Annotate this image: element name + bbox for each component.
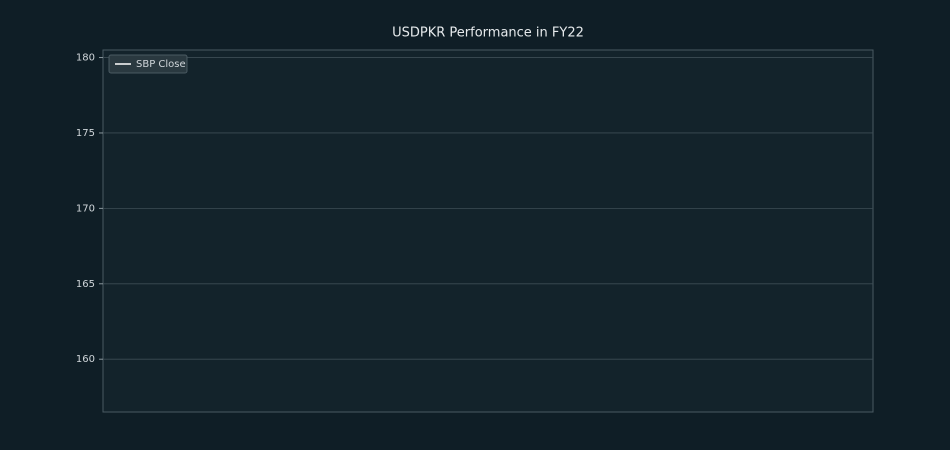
y-tick-label: 180 [76,53,95,64]
legend-box [108,54,188,74]
y-tick-label: 170 [76,203,95,214]
chart-title: USDPKR Performance in FY22 [392,26,584,41]
y-tick-label: 165 [76,279,95,290]
legend-label: SBP Close [136,59,186,70]
y-tick-label: 175 [76,128,95,139]
plot-area [102,49,874,413]
y-tick-label: 160 [76,354,95,365]
